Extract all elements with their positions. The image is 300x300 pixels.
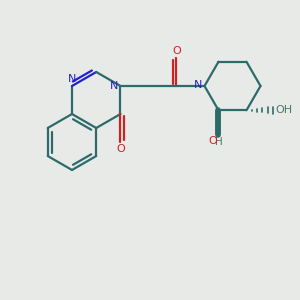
Text: H: H xyxy=(214,137,222,147)
Text: O: O xyxy=(209,136,218,146)
Text: N: N xyxy=(110,81,118,91)
Text: O: O xyxy=(116,144,125,154)
Text: O: O xyxy=(172,46,181,56)
Text: N: N xyxy=(68,74,76,84)
Text: N: N xyxy=(194,80,202,90)
Text: OH: OH xyxy=(275,105,292,115)
